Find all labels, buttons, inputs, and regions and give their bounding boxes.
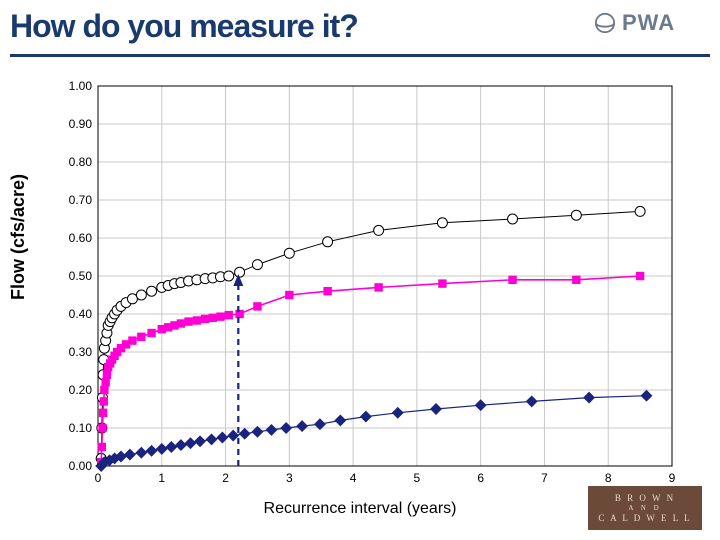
svg-text:5: 5 [414, 471, 421, 485]
svg-text:0.80: 0.80 [69, 155, 93, 169]
svg-text:0.20: 0.20 [69, 383, 93, 397]
svg-text:0.00: 0.00 [69, 459, 93, 473]
flow-chart: 0 1 2 3 4 5 6 7 8 9 0.00 0.10 0.20 0.30 0.40 0.50 0.60 0.… [52, 78, 682, 496]
svg-text:4: 4 [350, 471, 357, 485]
y-axis-label: Flow (cfs/acre) [8, 174, 29, 300]
svg-text:0.70: 0.70 [69, 193, 93, 207]
svg-text:0.30: 0.30 [69, 345, 93, 359]
svg-text:3: 3 [286, 471, 293, 485]
svg-text:0.50: 0.50 [69, 269, 93, 283]
svg-text:1: 1 [158, 471, 165, 485]
slide-title: How do you measure it? [10, 8, 358, 44]
svg-text:0.10: 0.10 [69, 421, 93, 435]
svg-text:9: 9 [669, 471, 676, 485]
globe-icon [594, 12, 616, 34]
chart-area: 0 1 2 3 4 5 6 7 8 9 0.00 0.10 0.20 0.30 0.40 0.50 0.60 0.… [52, 78, 682, 496]
pwa-text: PWA [622, 10, 675, 36]
svg-text:0.90: 0.90 [69, 117, 93, 131]
brown-caldwell-logo: B R O W N A N D C A L D W E L L [588, 486, 702, 530]
slide-root: How do you measure it? PWA Peak Flow Imp… [0, 0, 720, 540]
svg-text:7: 7 [541, 471, 548, 485]
svg-text:0: 0 [95, 471, 102, 485]
svg-text:8: 8 [605, 471, 612, 485]
pwa-logo: PWA [594, 8, 702, 38]
title-underline [10, 54, 710, 57]
svg-text:6: 6 [477, 471, 484, 485]
svg-text:0.40: 0.40 [69, 307, 93, 321]
footer-logo-line2: C A L D W E L L [598, 513, 691, 523]
footer-logo-and: A N D [628, 504, 661, 512]
svg-text:0.60: 0.60 [69, 231, 93, 245]
svg-text:1.00: 1.00 [69, 79, 93, 93]
footer-logo-line1: B R O W N [615, 493, 675, 503]
svg-text:2: 2 [222, 471, 229, 485]
